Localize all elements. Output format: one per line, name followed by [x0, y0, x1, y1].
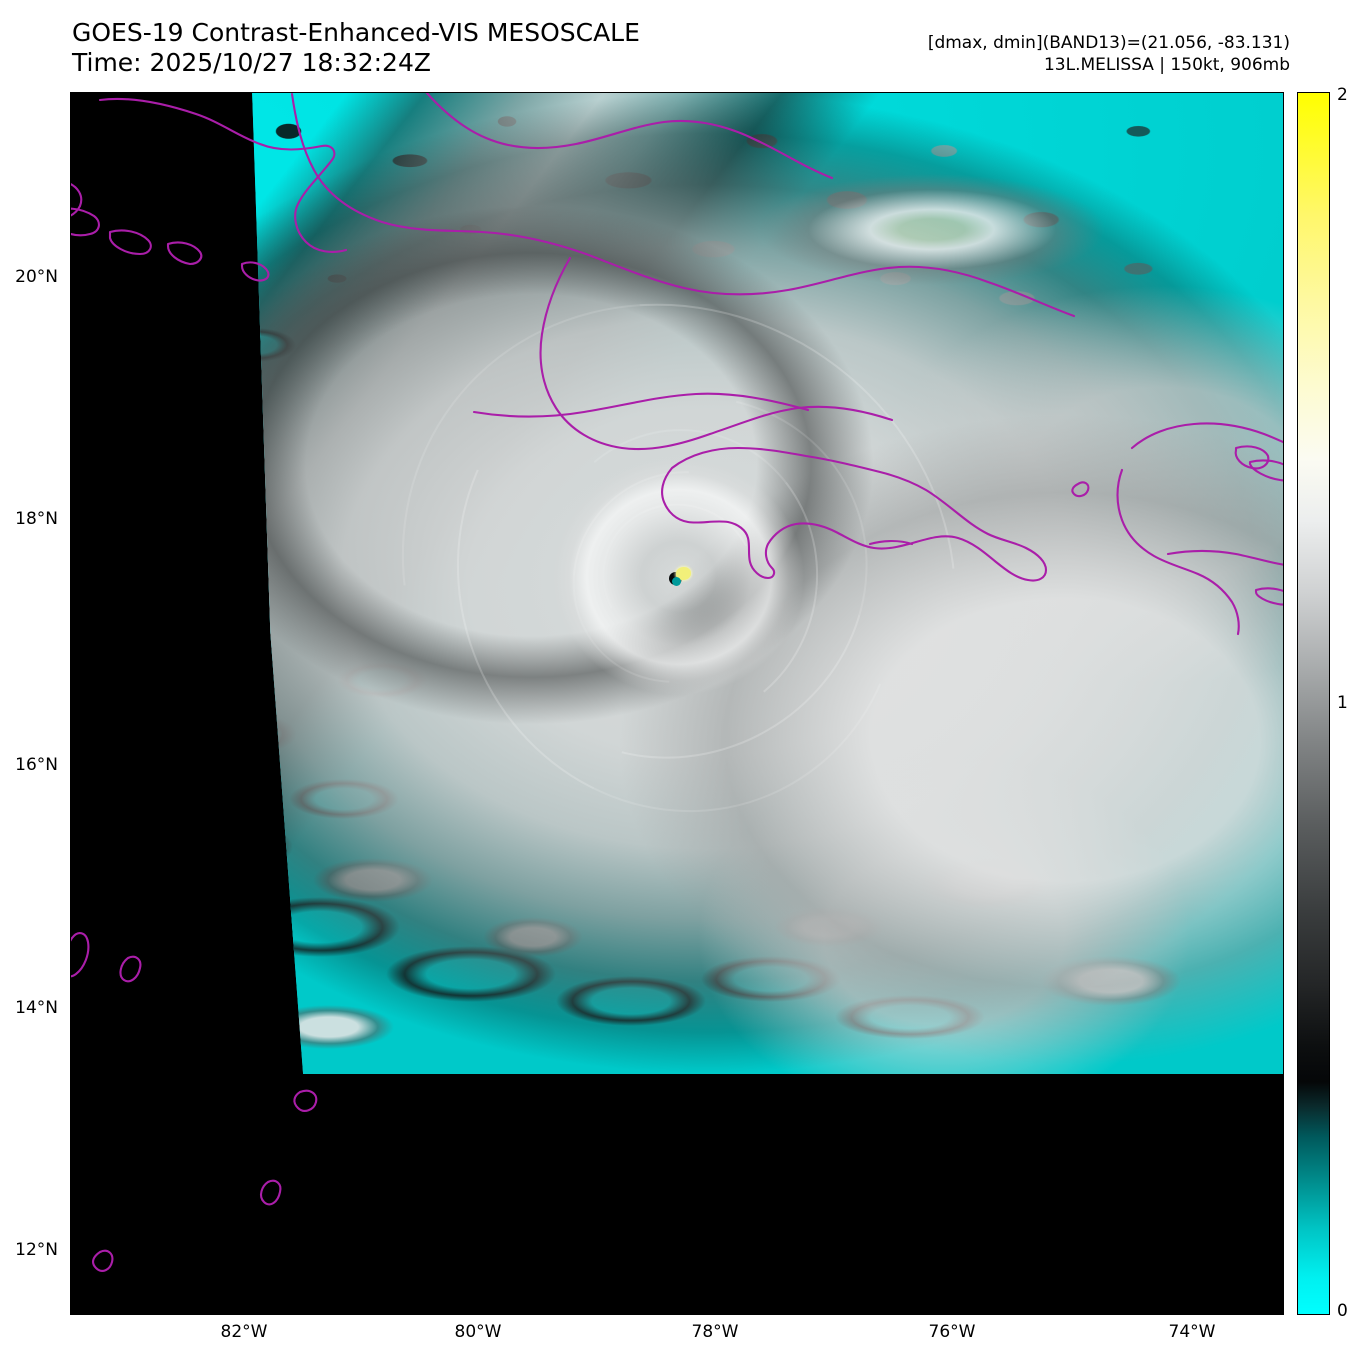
- x-tick-label-82w: 82°W: [220, 1322, 268, 1342]
- x-tick-label-74w: 74°W: [1168, 1322, 1216, 1342]
- cuba-south-shore: [472, 392, 810, 418]
- page-title: GOES-19 Contrast-Enhanced-VIS MESOSCALE: [72, 18, 640, 47]
- cay-2: [108, 229, 152, 256]
- title-block: GOES-19 Contrast-Enhanced-VIS MESOSCALE …: [72, 18, 832, 78]
- cay-4: [240, 261, 270, 282]
- haiti-south-peninsula: [1166, 549, 1284, 566]
- eye-cold-pixel: [672, 577, 682, 587]
- satellite-image-plot[interactable]: Copyright © 2020-2025 Dapiya: [70, 92, 1284, 1315]
- y-tick-label-12n: 12°N: [15, 1240, 58, 1260]
- cuba-coastline-main: [290, 92, 1076, 318]
- metadata-block: [dmax, dmin](BAND13)=(21.056, -83.131) 1…: [928, 32, 1290, 76]
- jamaica-inner-detail: [868, 539, 914, 546]
- tiny-island-b: [119, 955, 142, 983]
- tiny-island-a: [70, 932, 90, 978]
- y-tick-label-18n: 18°N: [15, 509, 58, 529]
- haiti-gonave: [1234, 445, 1270, 470]
- satellite-swath: [252, 92, 1284, 1074]
- dmax-dmin-label: [dmax, dmin](BAND13)=(21.056, -83.131): [927, 33, 1290, 53]
- cuba-southeast: [539, 256, 894, 451]
- eye-hot-pixel: [676, 567, 692, 581]
- tiny-island-d: [259, 1179, 282, 1206]
- cuba-coastline: [98, 97, 348, 253]
- colorbar-max-label: 2: [1337, 85, 1348, 105]
- cay-3: [166, 241, 203, 266]
- hispaniola-coastline: [1130, 422, 1284, 450]
- x-tick-label-76w: 76°W: [928, 1322, 976, 1342]
- storm-info-label: 13L.MELISSA | 150kt, 906mb: [1043, 55, 1290, 75]
- cay-1: [70, 207, 100, 237]
- tiny-island-e: [92, 1249, 114, 1272]
- isla-juventud: [70, 182, 83, 218]
- x-tick-label-78w: 78°W: [691, 1322, 739, 1342]
- tiny-island-f: [1071, 481, 1090, 498]
- colorbar-min-label: 0: [1337, 1301, 1348, 1321]
- haiti-small-island: [1254, 587, 1284, 606]
- x-tick-label-80w: 80°W: [454, 1322, 502, 1342]
- haiti-north: [1116, 468, 1240, 636]
- y-tick-label-16n: 16°N: [15, 755, 58, 775]
- storm-eye: [667, 566, 693, 588]
- cuba-north-coast: [424, 92, 834, 180]
- y-tick-label-14n: 14°N: [15, 998, 58, 1018]
- colorbar[interactable]: [1297, 92, 1330, 1315]
- jamaica-coastline: [661, 446, 1048, 582]
- coastline-overlay: [70, 92, 1284, 1272]
- tiny-island-c: [293, 1089, 318, 1112]
- timestamp-label: Time: 2025/10/27 18:32:24Z: [72, 48, 431, 77]
- colorbar-mid-label: 1: [1337, 693, 1348, 713]
- y-tick-label-20n: 20°N: [15, 267, 58, 287]
- haiti-islet: [1248, 459, 1284, 482]
